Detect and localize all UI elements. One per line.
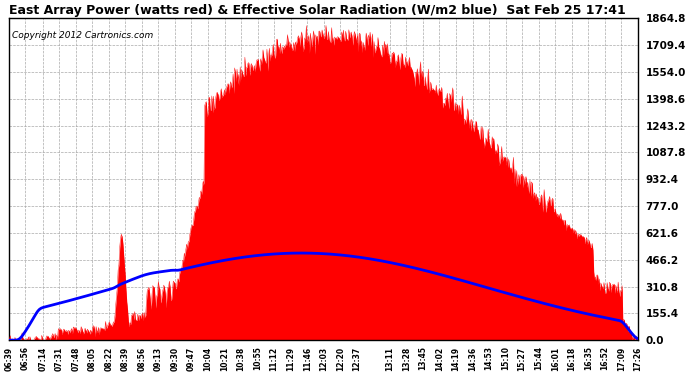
Text: Copyright 2012 Cartronics.com: Copyright 2012 Cartronics.com [12,31,153,40]
Text: East Array Power (watts red) & Effective Solar Radiation (W/m2 blue)  Sat Feb 25: East Array Power (watts red) & Effective… [9,4,625,17]
